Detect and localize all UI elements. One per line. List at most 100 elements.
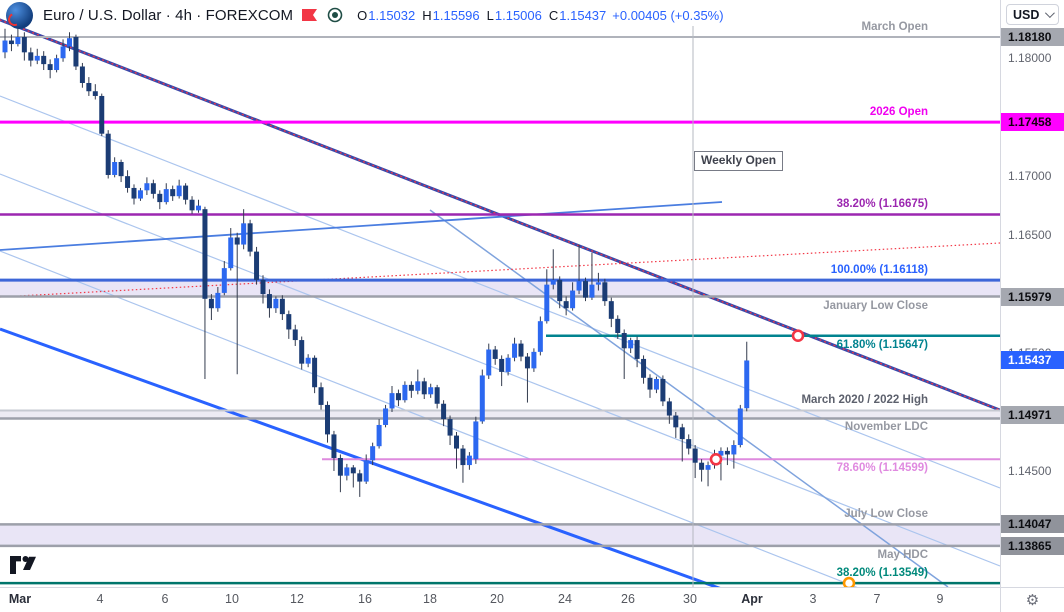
time-tick: 16 bbox=[358, 592, 372, 606]
candle-down bbox=[724, 450, 730, 455]
tradingview-logo[interactable] bbox=[10, 556, 39, 581]
symbol-title[interactable]: Euro / U.S. Dollar · 4h · FOREXCOM bbox=[43, 6, 294, 24]
candle-up bbox=[653, 378, 659, 390]
time-tick: 6 bbox=[161, 592, 169, 606]
candle-down bbox=[563, 301, 569, 309]
candle-down bbox=[499, 358, 505, 372]
candle-down bbox=[208, 298, 214, 309]
time-tick: Mar bbox=[8, 592, 32, 606]
candle-up bbox=[537, 321, 543, 352]
candle-up bbox=[34, 55, 40, 61]
candle-up bbox=[570, 290, 576, 309]
candle-down bbox=[557, 279, 563, 302]
ohlc-item: H1.15596 bbox=[422, 7, 480, 23]
chart-plot bbox=[0, 18, 1000, 587]
candle-down bbox=[28, 52, 34, 61]
candle-up bbox=[376, 424, 382, 447]
time-tick: 7 bbox=[873, 592, 881, 606]
candle-down bbox=[41, 55, 47, 65]
candle-down bbox=[279, 298, 285, 315]
candle-down bbox=[660, 378, 666, 402]
rising-dotted-trendline[interactable] bbox=[0, 242, 1000, 298]
candle-up bbox=[589, 284, 595, 298]
candle-down bbox=[454, 435, 459, 449]
candle-down bbox=[615, 318, 621, 333]
candle-up bbox=[344, 467, 350, 476]
rising-trendline[interactable] bbox=[0, 201, 723, 251]
candle-down bbox=[408, 384, 414, 391]
axis-corner: ⚙ bbox=[1000, 587, 1064, 612]
market-status-icon[interactable] bbox=[325, 5, 345, 25]
candle-up bbox=[60, 46, 66, 59]
axis-price-badge: 1.14971 bbox=[1001, 406, 1064, 425]
candle-down bbox=[21, 37, 27, 53]
axis-price-badge: 1.15437 bbox=[1001, 351, 1064, 370]
candle-down bbox=[312, 357, 318, 388]
candle-down bbox=[679, 427, 685, 440]
red-circle-lower[interactable] bbox=[709, 452, 723, 466]
candle-down bbox=[434, 387, 440, 404]
candle-up bbox=[370, 446, 376, 461]
time-tick: 10 bbox=[225, 592, 239, 606]
axis-price-badge: 1.14047 bbox=[1001, 515, 1064, 534]
channel-quarter-3[interactable] bbox=[0, 250, 940, 587]
candle-up bbox=[486, 349, 492, 376]
candle-up bbox=[737, 408, 743, 446]
candle-up bbox=[466, 455, 472, 466]
candle-down bbox=[247, 223, 253, 252]
candle-down bbox=[602, 282, 608, 302]
candle-down bbox=[666, 401, 672, 416]
candle-down bbox=[125, 176, 131, 188]
channel-quarter-1[interactable] bbox=[0, 95, 1000, 489]
candle-up bbox=[54, 58, 60, 71]
candle-down bbox=[583, 281, 588, 298]
weekly-open-label[interactable]: Weekly Open bbox=[694, 151, 784, 171]
candle-down bbox=[634, 340, 640, 359]
candle-up bbox=[512, 343, 518, 358]
candle-up bbox=[428, 387, 434, 395]
candle-up bbox=[550, 279, 556, 285]
chart-header: Euro / U.S. Dollar · 4h · FOREXCOM O1.15… bbox=[0, 0, 724, 30]
candle-up bbox=[67, 38, 72, 47]
candle-down bbox=[260, 279, 266, 295]
candle-down bbox=[254, 251, 260, 280]
candle-up bbox=[137, 190, 143, 199]
candle-up bbox=[479, 375, 485, 422]
time-axis[interactable]: Mar 4 6 10 12 16 18 20 24 26 30 Apr 3 7 9 bbox=[0, 587, 1000, 612]
candle-down bbox=[641, 358, 647, 378]
candle-down bbox=[189, 199, 195, 211]
candle-up bbox=[731, 445, 737, 455]
candle-up bbox=[402, 384, 408, 401]
axis-price-label: 1.18000 bbox=[1008, 51, 1052, 66]
candle-up bbox=[505, 357, 511, 372]
candle-down bbox=[692, 448, 698, 463]
red-circle-upper[interactable] bbox=[791, 329, 805, 343]
price-axis[interactable]: USD 1.180001.170001.165001.155001.145001… bbox=[1000, 0, 1064, 587]
candle-down bbox=[395, 393, 401, 401]
candle-down bbox=[118, 162, 124, 177]
channel-lower[interactable] bbox=[0, 327, 730, 587]
time-tick: 30 bbox=[683, 592, 697, 606]
candle-down bbox=[699, 462, 705, 470]
flag-icon[interactable] bbox=[299, 5, 319, 25]
channel-median-red-dotted[interactable] bbox=[0, 18, 1000, 412]
ohlc-item: L1.15006 bbox=[486, 7, 542, 23]
candle-up bbox=[176, 185, 182, 197]
candle-up bbox=[718, 450, 724, 456]
currency-dropdown[interactable]: USD bbox=[1006, 4, 1059, 25]
broker-logo-icon bbox=[6, 1, 33, 29]
candle-down bbox=[331, 434, 337, 458]
candle-down bbox=[421, 381, 427, 395]
candle-down bbox=[92, 91, 98, 96]
axis-price-badge: 1.13865 bbox=[1001, 536, 1064, 555]
candle-down bbox=[325, 404, 330, 435]
orange-circle[interactable] bbox=[842, 576, 856, 587]
candle-down bbox=[350, 467, 356, 474]
candle-down bbox=[234, 237, 240, 245]
time-tick: 20 bbox=[490, 592, 504, 606]
candle-up bbox=[628, 340, 634, 349]
chart-canvas[interactable]: March Open 2026 Open 38.20% (1.16675) 100.0… bbox=[0, 0, 1000, 587]
gear-icon[interactable]: ⚙ bbox=[1025, 591, 1040, 609]
candle-down bbox=[99, 95, 105, 134]
candle-down bbox=[460, 448, 466, 466]
